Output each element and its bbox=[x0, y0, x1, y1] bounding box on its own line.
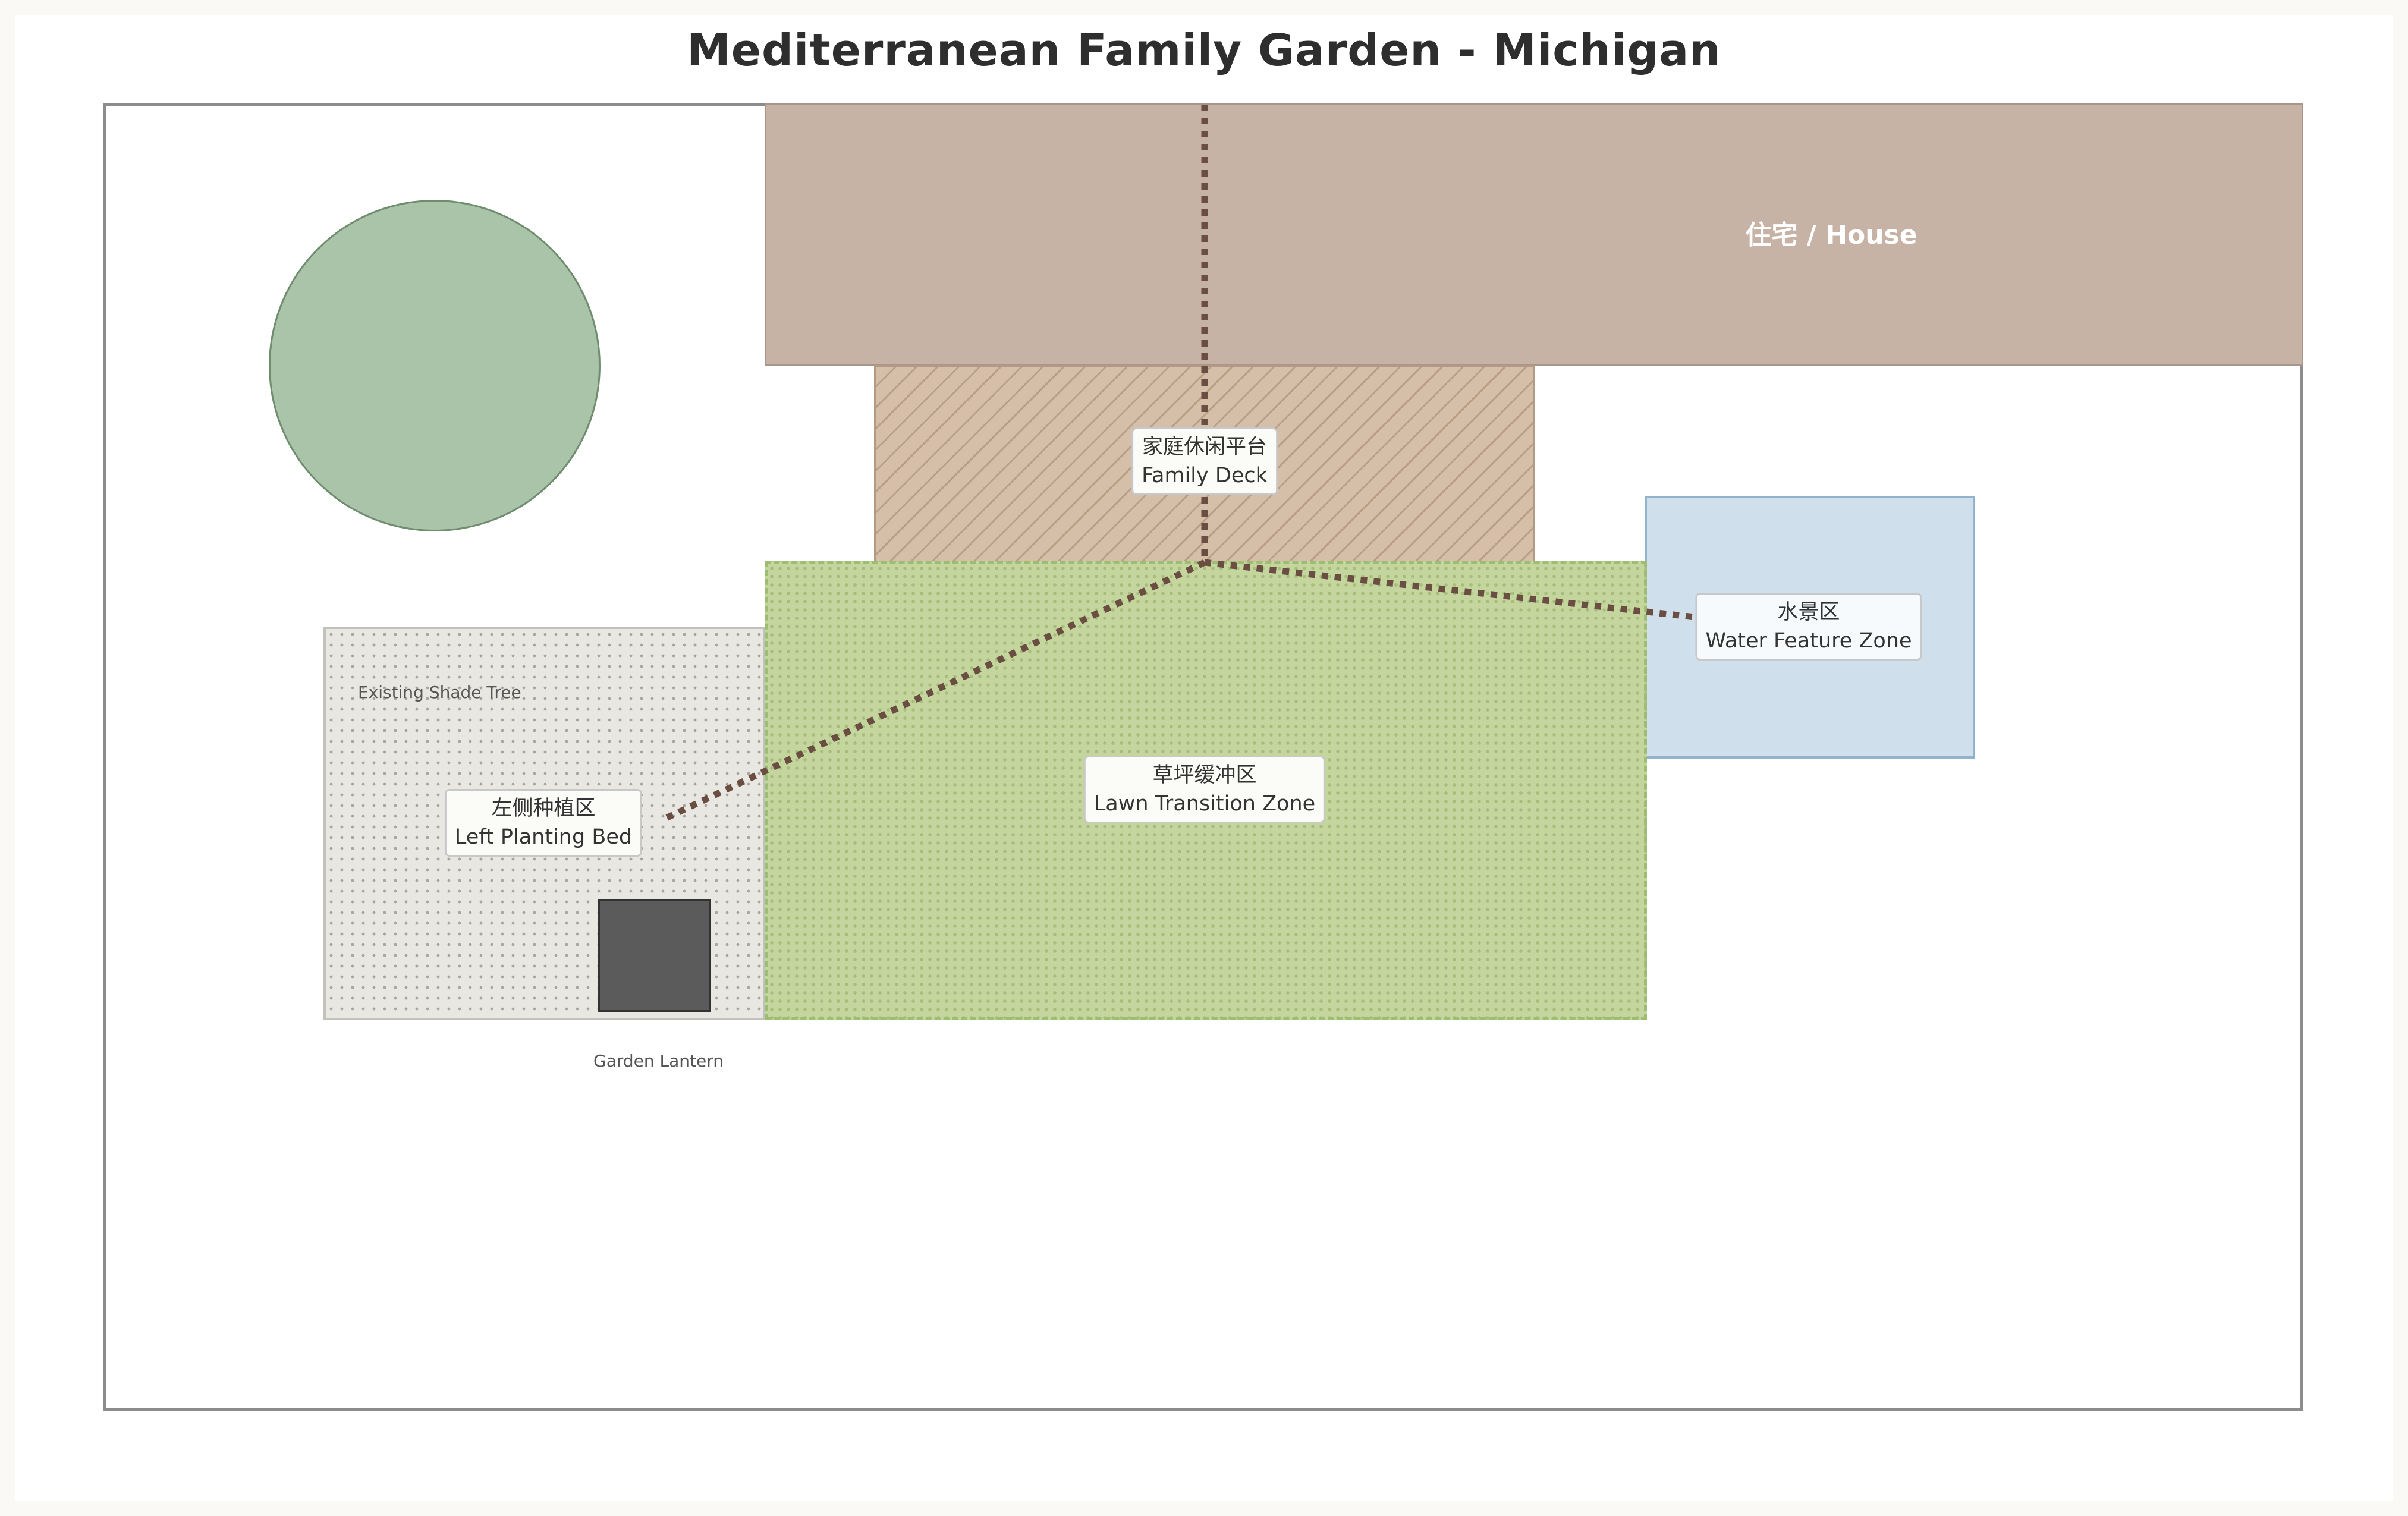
tree-canopy-icon bbox=[269, 200, 601, 531]
left-bed-label-zh: 左侧种植区 bbox=[491, 797, 596, 820]
water-label-en: Water Feature Zone bbox=[1705, 629, 1912, 653]
water-label: 水景区 Water Feature Zone bbox=[1695, 593, 1922, 661]
left-bed-label: 左侧种植区 Left Planting Bed bbox=[444, 789, 643, 857]
path-hub-to-water bbox=[1204, 559, 1749, 627]
lawn-label: 草坪缓冲区 Lawn Transition Zone bbox=[1083, 756, 1326, 823]
deck-label: 家庭休闲平台 Family Deck bbox=[1131, 427, 1278, 495]
water-label-zh: 水景区 bbox=[1777, 600, 1840, 624]
house-footprint bbox=[765, 103, 2303, 366]
left-bed-label-en: Left Planting Bed bbox=[454, 825, 633, 849]
lantern-icon bbox=[598, 899, 711, 1012]
house-label: 住宅 / House bbox=[1745, 220, 1917, 250]
deck-label-en: Family Deck bbox=[1142, 464, 1268, 487]
deck-label-zh: 家庭休闲平台 bbox=[1142, 435, 1267, 459]
lantern-label: Garden Lantern bbox=[593, 1051, 724, 1071]
page-title: Mediterranean Family Garden - Michigan bbox=[687, 25, 1721, 76]
path-hub-to-left-bed bbox=[659, 559, 1206, 823]
lawn-label-en: Lawn Transition Zone bbox=[1093, 792, 1316, 816]
shade-tree-label: Existing Shade Tree bbox=[358, 682, 521, 702]
lawn-label-zh: 草坪缓冲区 bbox=[1152, 763, 1257, 787]
